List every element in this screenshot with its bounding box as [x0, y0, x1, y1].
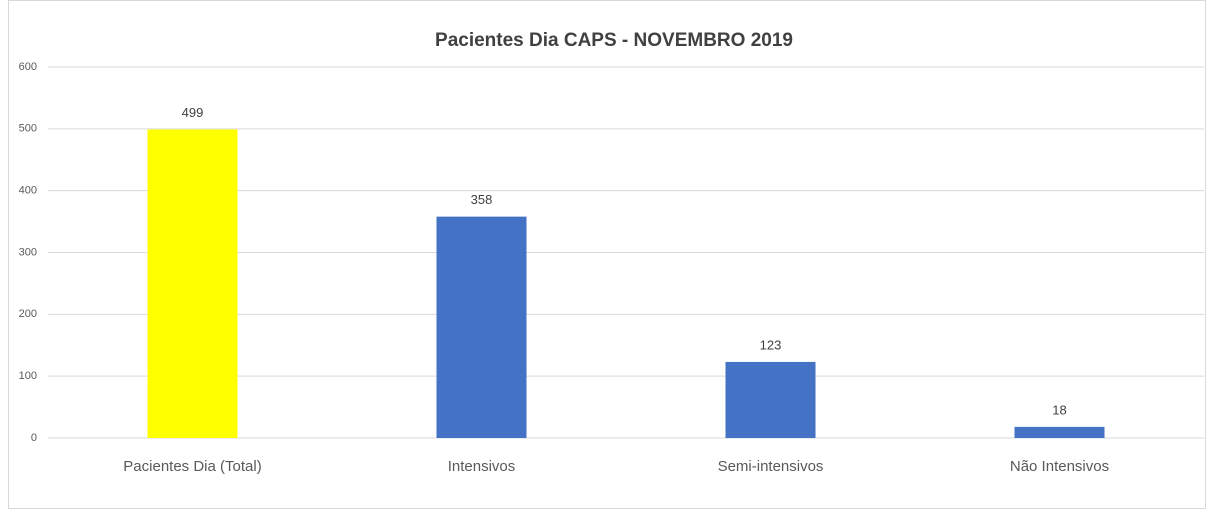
- data-label: 18: [1052, 402, 1066, 417]
- y-tick-label: 400: [19, 185, 37, 197]
- bar: [1014, 426, 1105, 438]
- x-tick-label: Pacientes Dia (Total): [123, 458, 261, 475]
- y-tick-label: 100: [19, 370, 37, 382]
- bar: [147, 129, 238, 438]
- x-tick-label: Semi-intensivos: [718, 458, 824, 475]
- x-tick-label: Não Intensivos: [1010, 458, 1109, 475]
- data-label: 123: [760, 337, 782, 352]
- bar: [725, 361, 816, 438]
- y-tick-label: 500: [19, 123, 37, 135]
- y-tick-label: 300: [19, 246, 37, 258]
- data-label: 358: [471, 192, 493, 207]
- y-tick-label: 0: [31, 432, 37, 444]
- chart-title: Pacientes Dia CAPS - NOVEMBRO 2019: [435, 30, 793, 51]
- y-tick-label: 200: [19, 308, 37, 320]
- x-tick-label: Intensivos: [448, 458, 516, 475]
- data-label: 499: [182, 105, 204, 120]
- y-tick-label: 600: [19, 61, 37, 73]
- bar: [436, 216, 527, 438]
